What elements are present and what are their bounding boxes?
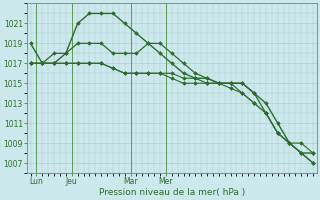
X-axis label: Pression niveau de la mer( hPa ): Pression niveau de la mer( hPa ) <box>99 188 245 197</box>
